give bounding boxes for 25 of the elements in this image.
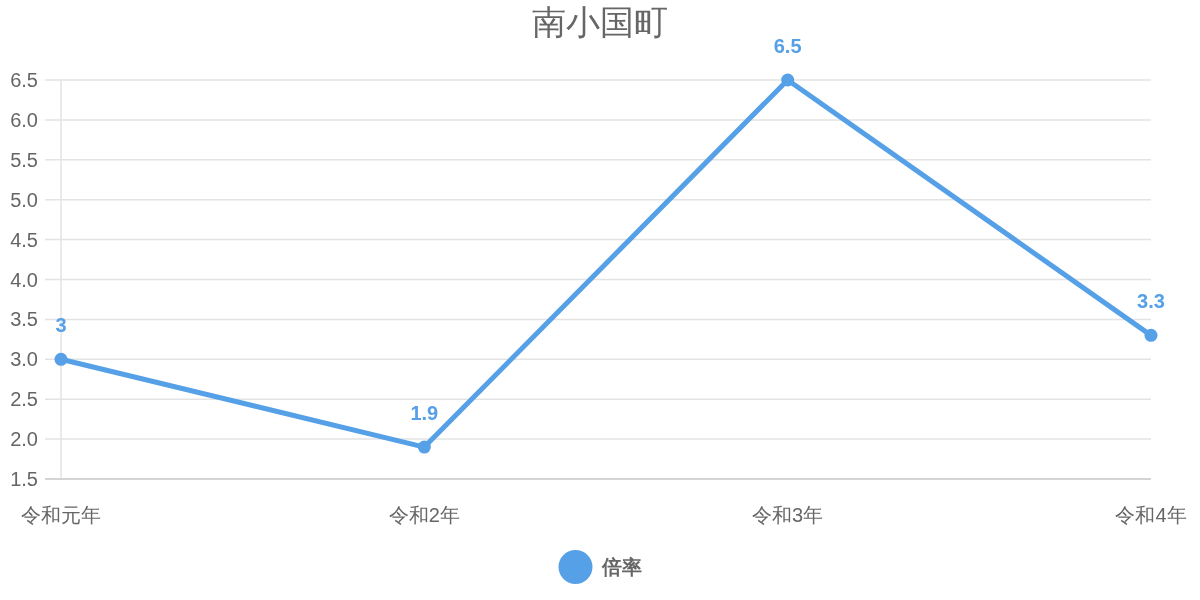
y-tick-label: 5.0 (10, 188, 38, 211)
y-tick-label: 5.5 (10, 148, 38, 171)
data-label: 3.3 (1137, 290, 1165, 313)
y-tick-label: 3.5 (10, 308, 38, 331)
data-label: 6.5 (773, 35, 802, 57)
x-tick-label: 令和3年 (752, 504, 824, 526)
point (1144, 328, 1158, 342)
x-tick-label: 令和2年 (388, 504, 460, 526)
chart-title: 南小国町 (532, 2, 668, 41)
y-tick-label: 4.0 (10, 268, 38, 291)
y-tick-label: 6.5 (10, 69, 38, 91)
data-label: 3 (55, 314, 67, 337)
y-tick-label: 3.0 (10, 348, 38, 371)
y-tick-label: 1.5 (10, 468, 38, 490)
y-tick-label: 2.0 (10, 428, 38, 451)
y-tick-label: 4.5 (10, 228, 38, 251)
y-tick-label: 2.5 (10, 388, 38, 411)
point (417, 440, 431, 454)
point (54, 352, 68, 366)
x-tick-label: 令和4年 (1115, 504, 1187, 526)
data-label: 1.9 (410, 402, 439, 425)
y-tick-label: 6.0 (10, 108, 38, 131)
point (781, 73, 795, 87)
x-tick-label: 令和元年 (21, 504, 101, 526)
legend-label: 倍率 (600, 556, 642, 578)
